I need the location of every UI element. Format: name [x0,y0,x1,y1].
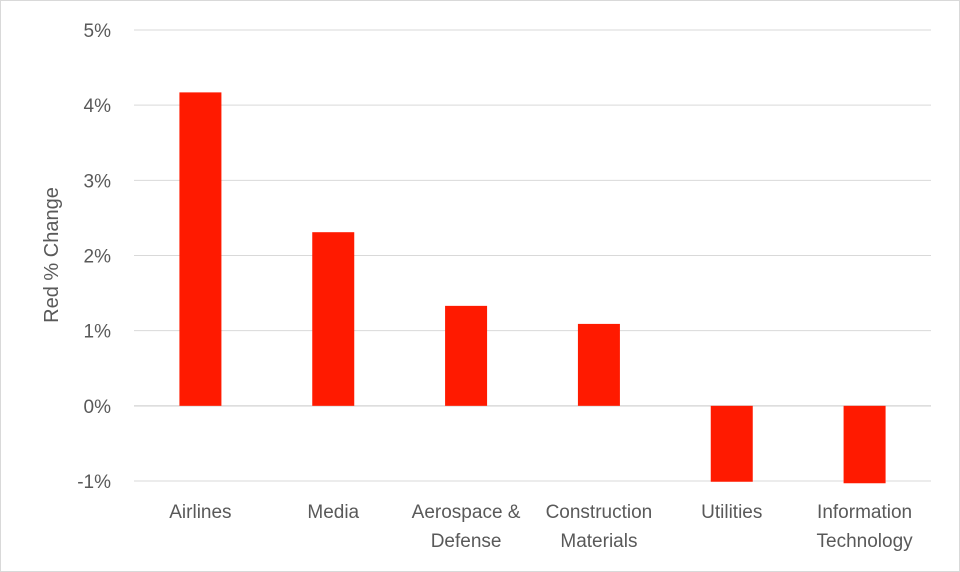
x-category-line: Information [817,502,912,523]
y-tick-label: 5% [84,21,112,42]
y-tick-label: 4% [84,96,112,117]
x-category-line: Media [307,502,359,523]
x-category-label: Aerospace & Defense [412,502,521,552]
bars [179,92,886,484]
x-category-line: Aerospace & [412,502,521,523]
bar [843,405,886,484]
x-category-line: Airlines [169,502,231,523]
y-axis-title: Red % Change [41,187,63,323]
y-tick-label: 2% [84,247,112,268]
x-category-line: Utilities [701,502,762,523]
y-tick-label: 0% [84,397,112,418]
bar [577,323,620,406]
bar [312,232,355,406]
x-category-label: Construction Materials [546,502,653,552]
y-tick-label: 3% [84,171,112,192]
x-category-label: Utilities [701,502,762,523]
y-axis-ticks: 5% 4% 3% 2% 1% 0% -1% [77,21,111,493]
x-category-line: Materials [560,531,637,552]
x-category-line: Defense [431,531,502,552]
x-category-line: Construction [546,502,653,523]
x-category-label: Airlines [169,502,231,523]
x-category-label: Media [307,502,359,523]
y-tick-label: -1% [77,472,111,493]
x-axis-categories: Airlines Media Aerospace & Defense Construct… [169,502,913,552]
x-category-label: Information Technology [817,502,914,552]
x-category-line: Technology [817,531,914,552]
bar [179,92,222,406]
bar [710,405,753,482]
gridlines [134,29,931,482]
y-tick-label: 1% [84,322,112,343]
bar [445,305,488,406]
